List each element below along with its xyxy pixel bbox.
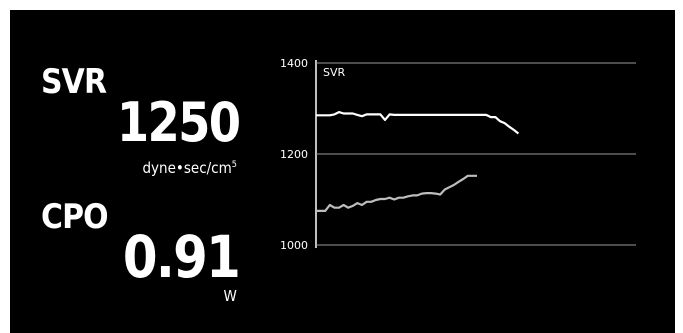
trend-chart: 1400 1200 1000 SVR	[280, 57, 636, 252]
monitor-screen: SVR 1250 dyne•sec/cm5 CPO 0.91 W 1400 120…	[10, 10, 675, 333]
y-tick-label-1200: 1200	[280, 148, 308, 161]
y-tick-label-1000: 1000	[280, 239, 308, 252]
svr-unit: dyne•sec/cm5	[143, 161, 237, 176]
series-2-trend-line	[316, 174, 477, 212]
trend-series	[316, 110, 520, 212]
svr-unit-superscript: 5	[231, 160, 237, 170]
svr-parameter-name: SVR	[41, 62, 107, 102]
cpo-parameter-name: CPO	[41, 197, 109, 237]
chart-title: SVR	[323, 66, 346, 79]
gridlines	[316, 62, 636, 246]
svr-trend-line	[316, 110, 520, 135]
cpo-unit: W	[223, 287, 237, 305]
y-tick-label-1400: 1400	[280, 57, 308, 70]
cpo-value: 0.91	[122, 223, 241, 291]
svr-unit-text: dyne•sec/cm	[142, 159, 232, 177]
y-tick-labels: 1400 1200 1000	[280, 57, 308, 252]
svr-value: 1250	[116, 91, 241, 154]
